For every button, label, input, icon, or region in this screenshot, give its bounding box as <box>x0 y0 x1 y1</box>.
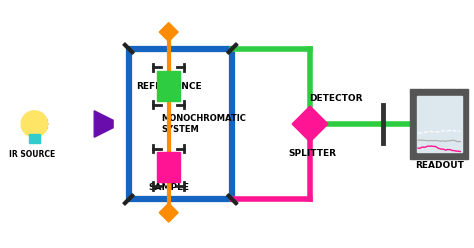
Text: MONOCHROMATIC
SYSTEM: MONOCHROMATIC SYSTEM <box>162 114 246 134</box>
FancyBboxPatch shape <box>227 194 238 205</box>
FancyBboxPatch shape <box>417 96 462 152</box>
Polygon shape <box>292 106 328 142</box>
FancyBboxPatch shape <box>410 89 468 159</box>
Polygon shape <box>159 203 178 222</box>
Text: REFEREANCE: REFEREANCE <box>136 82 201 91</box>
Circle shape <box>21 111 47 137</box>
Bar <box>29 134 40 143</box>
Polygon shape <box>94 111 113 137</box>
FancyBboxPatch shape <box>157 152 181 183</box>
Polygon shape <box>159 23 178 41</box>
Text: DETECTOR: DETECTOR <box>309 94 363 103</box>
Text: SAMPLE: SAMPLE <box>148 183 189 192</box>
FancyBboxPatch shape <box>123 43 134 54</box>
FancyBboxPatch shape <box>227 43 238 54</box>
Text: IR SOURCE: IR SOURCE <box>9 150 55 159</box>
FancyBboxPatch shape <box>157 71 181 101</box>
Text: READOUT: READOUT <box>415 161 464 170</box>
Text: SPLITTER: SPLITTER <box>288 149 337 157</box>
FancyBboxPatch shape <box>123 194 134 205</box>
